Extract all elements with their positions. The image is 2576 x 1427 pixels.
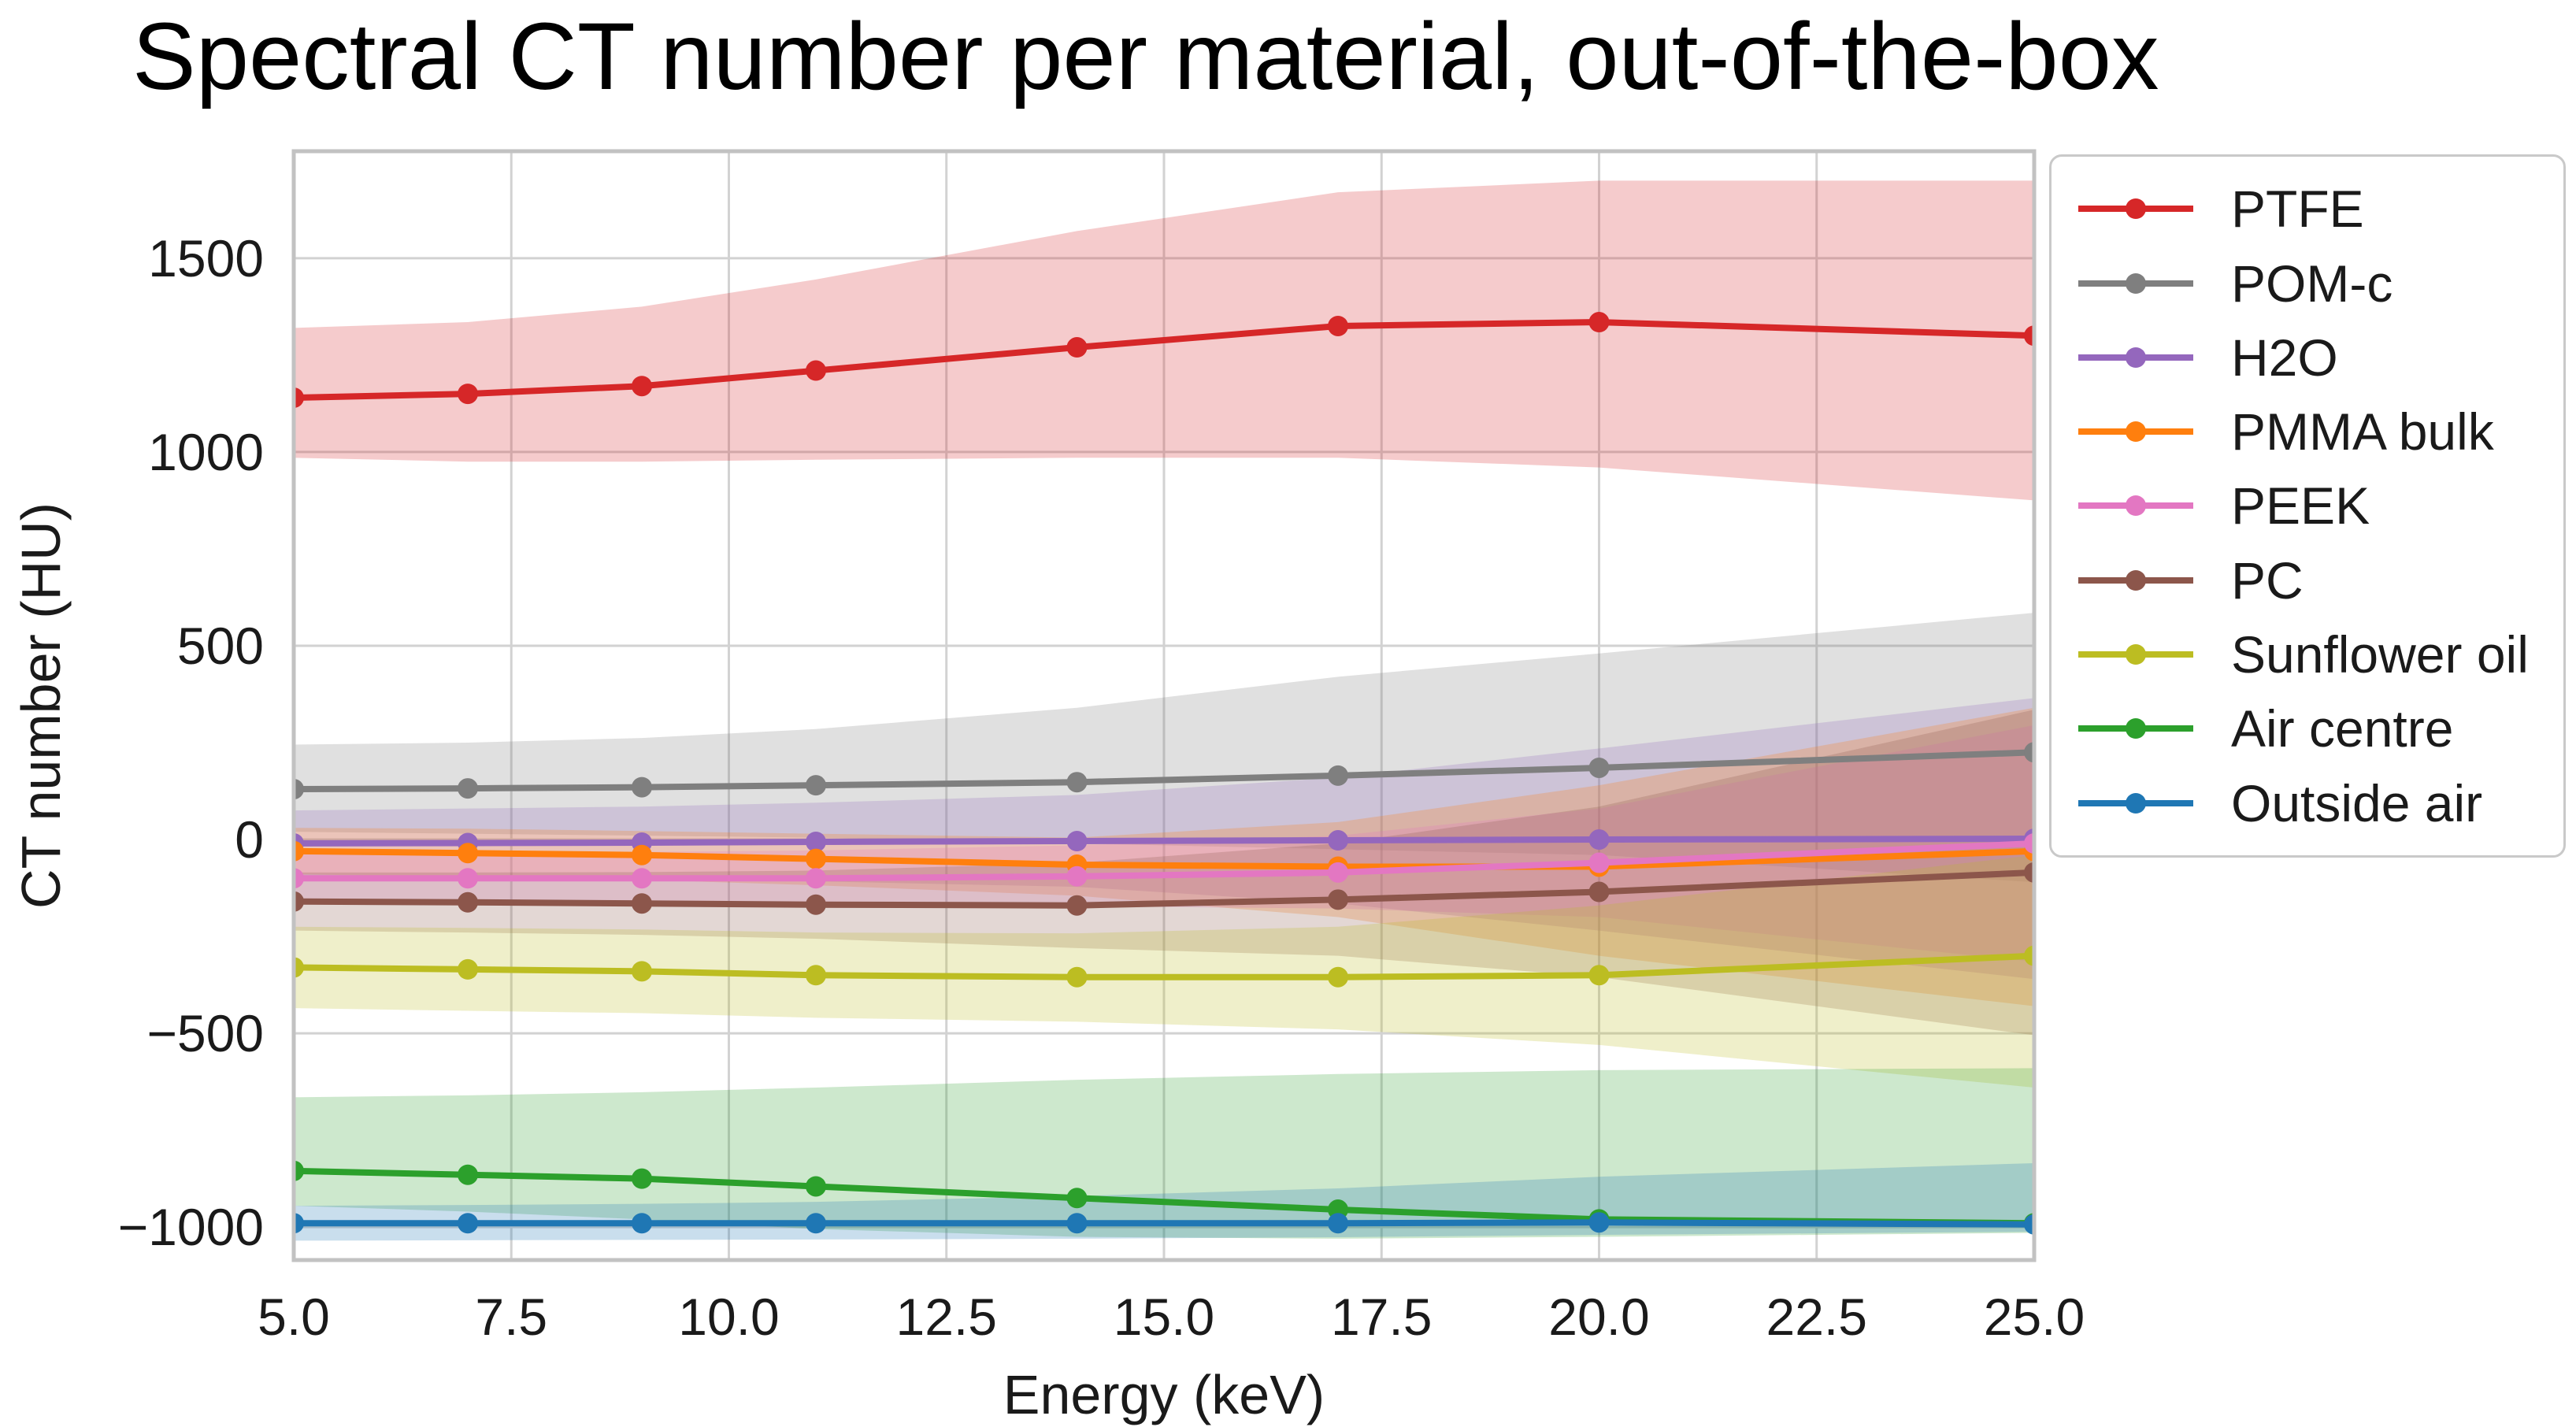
legend-label: Outside air [2231,773,2483,832]
legend-swatch-ptfe [2078,198,2193,220]
x-tick-label: 25.0 [1984,1288,2085,1346]
legend-item-pmma-bulk: PMMA bulk [2077,402,2556,461]
y-tick-label: −1000 [118,1198,264,1256]
series-band-pom-c [294,613,2034,883]
x-tick-label: 22.5 [1766,1288,1867,1346]
legend-label: H2O [2231,328,2338,387]
x-tick-label: 5.0 [258,1288,330,1346]
legend-swatch-pom-c [2078,272,2193,294]
x-tick-label: 7.5 [475,1288,547,1346]
series-line-air-centre [294,1167,2034,1227]
series-markers-ptfe [294,312,2034,408]
legend-label: PC [2231,550,2304,610]
series-line-outside-air [294,1219,2034,1228]
x-tick-label: 10.0 [678,1288,779,1346]
legend-item-air-centre: Air centre [2077,699,2556,758]
y-tick-label: 0 [235,810,264,869]
legend-swatch-air-centre [2078,718,2193,739]
y-tick-label: 500 [177,617,264,675]
series-markers-outside-air [294,1212,2034,1235]
series-line-ptfe [294,319,2034,401]
plot-border [291,149,2037,1262]
series-line-h2o [294,836,2034,847]
x-axis-label: Energy (keV) [1003,1364,1325,1425]
series-band-sunflower-oil [294,854,2034,1088]
legend-item-sunflower-oil: Sunflower oil [2077,625,2556,684]
lines-layer [294,312,2034,1235]
legend-label: Air centre [2231,699,2454,758]
legend-item-peek: PEEK [2077,476,2556,536]
y-tick-label: 1500 [148,229,264,287]
series-line-peek [294,840,2034,882]
legend-item-pom-c: POM-c [2077,254,2556,313]
y-axis-label: CT number (HU) [10,502,72,909]
chart-title: Spectral CT number per material, out-of-… [132,2,2159,109]
legend-label: POM-c [2231,254,2393,313]
legend-swatch-pc [2078,569,2193,591]
legend: PTFE POM-c H2O PMMA bulk PEEK PC Sunflower oil… [2049,154,2566,858]
legend-swatch-outside-air [2078,792,2193,814]
series-markers-pom-c [294,742,2034,800]
x-tick-label: 20.0 [1548,1288,1649,1346]
legend-item-ptfe: PTFE [2077,179,2556,239]
series-line-sunflower-oil [294,952,2034,980]
series-line-pom-c [294,749,2034,793]
legend-swatch-peek [2078,495,2193,517]
legend-item-pc: PC [2077,550,2556,610]
legend-label: PEEK [2231,476,2370,536]
series-markers-pc [294,862,2034,916]
series-markers-peek [294,832,2034,889]
series-markers-sunflower-oil [294,945,2034,988]
legend-label: Sunflower oil [2231,625,2529,684]
legend-swatch-h2o [2078,347,2193,368]
legend-item-h2o: H2O [2077,328,2556,387]
legend-label: PMMA bulk [2231,402,2494,461]
x-tick-label: 12.5 [896,1288,997,1346]
legend-label: PTFE [2231,180,2364,239]
y-tick-label: 1000 [148,423,264,481]
legend-swatch-sunflower-oil [2078,644,2193,665]
series-band-pmma-bulk [294,707,2034,1006]
series-line-pc [294,869,2034,909]
x-tick-label: 17.5 [1331,1288,1432,1346]
y-tick-label: −500 [146,1004,264,1062]
series-band-air-centre [294,1068,2034,1239]
legend-swatch-pmma-bulk [2078,421,2193,443]
legend-item-outside-air: Outside air [2077,773,2556,833]
x-tick-label: 15.0 [1114,1288,1214,1346]
